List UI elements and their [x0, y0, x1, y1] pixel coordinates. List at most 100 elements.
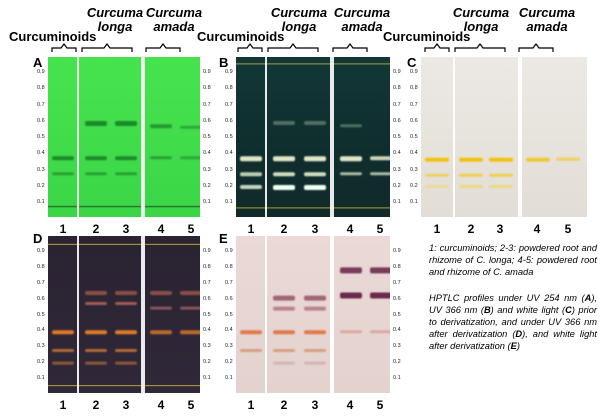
legend-desc-part: ) and white light ( — [490, 305, 566, 315]
rf-tick-label: 0.3 — [203, 166, 211, 173]
lane-divider — [141, 236, 143, 393]
rf-scale-a-right: 0.9 0.8 0.7 0.6 0.5 0.4 0.3 0.2 0.1 — [203, 57, 213, 217]
rf-tick-label: 0.2 — [203, 359, 211, 366]
band — [52, 172, 74, 176]
lane-divider — [453, 57, 455, 217]
band — [340, 156, 362, 162]
group-label-curcuminoids-2: Curcuminoids — [197, 29, 285, 44]
band — [425, 157, 449, 162]
band — [180, 125, 200, 129]
band — [52, 156, 74, 161]
rf-tick-label: 0.3 — [37, 343, 45, 350]
group-label-longa-3: Curcuma longa — [452, 6, 510, 34]
rf-tick-label: 0.1 — [393, 375, 401, 381]
band — [180, 330, 200, 335]
plate-e-white-light-derivatized — [236, 236, 390, 393]
band — [340, 292, 362, 299]
lane-number: 5 — [376, 398, 384, 412]
lane-number: 5 — [564, 222, 572, 236]
panel-letter-e: E — [219, 231, 228, 246]
lane-number: 2 — [467, 222, 475, 236]
rf-tick-label: 0.5 — [225, 311, 233, 318]
band — [340, 330, 362, 334]
group-label-longa-2: Curcuma longa — [270, 6, 328, 34]
group-braces — [51, 43, 554, 52]
origin-line — [48, 205, 200, 208]
lane-divider — [265, 57, 267, 217]
rf-tick-label: 0.5 — [393, 311, 401, 318]
lane-divider — [332, 57, 334, 217]
plate-b-uv366 — [236, 57, 390, 217]
lane-number: 5 — [187, 398, 195, 412]
rf-tick-label: 0.1 — [37, 199, 45, 205]
brace-amada-2 — [332, 43, 368, 52]
rf-tick-label: 0.9 — [410, 69, 418, 75]
rf-tick-label: 0.8 — [203, 85, 211, 92]
rf-tick-label: 0.9 — [393, 69, 401, 75]
lane-number: 3 — [122, 222, 130, 236]
band — [304, 306, 326, 311]
rf-tick-label: 0.6 — [393, 295, 401, 302]
plate-background — [236, 236, 390, 393]
band — [340, 124, 362, 128]
lane-number: 1 — [433, 222, 441, 236]
band — [115, 361, 137, 365]
rf-tick-label: 0.8 — [225, 85, 233, 92]
rf-tick-label: 0.7 — [203, 101, 211, 108]
band — [240, 330, 262, 335]
band — [425, 173, 449, 177]
rf-scale-e-right: 0.9 0.8 0.7 0.6 0.5 0.4 0.3 0.2 0.1 — [393, 236, 403, 393]
origin-line — [48, 385, 200, 387]
rf-tick-label: 0.5 — [37, 311, 45, 318]
plate-c-white-light — [421, 57, 587, 217]
rf-tick-label: 0.5 — [410, 134, 418, 140]
lane-number: 3 — [311, 398, 319, 412]
lane-divider — [330, 236, 332, 393]
band — [459, 185, 483, 188]
band — [304, 172, 326, 177]
band — [273, 156, 295, 162]
brace-longa-1 — [81, 43, 133, 52]
band — [150, 290, 172, 295]
rf-tick-label: 0.5 — [203, 134, 211, 140]
rf-tick-label: 0.7 — [410, 101, 418, 108]
plate-svg — [48, 236, 200, 393]
band — [180, 156, 200, 160]
rf-tick-label: 0.6 — [225, 295, 233, 302]
panel-letter-a: A — [33, 55, 43, 70]
rf-tick-label: 0.5 — [393, 134, 401, 140]
rf-tick-label: 0.4 — [37, 150, 45, 157]
rf-tick-label: 0.8 — [37, 263, 45, 270]
plate-svg — [236, 236, 390, 393]
group-label-longa-2-line1: Curcuma — [270, 5, 328, 20]
lane-number: 4 — [346, 222, 354, 236]
group-label-longa-2-line2: longa — [281, 19, 317, 34]
band — [370, 267, 390, 274]
rf-tick-label: 0.4 — [225, 150, 233, 157]
band — [115, 349, 137, 353]
band — [115, 330, 137, 335]
lane-number: 1 — [247, 222, 255, 236]
rf-tick-label: 0.2 — [410, 182, 418, 189]
band — [556, 157, 580, 161]
rf-tick-label: 0.5 — [225, 134, 233, 140]
rf-tick-label: 0.8 — [393, 85, 401, 92]
band — [370, 156, 390, 161]
rf-tick-label: 0.3 — [225, 166, 233, 173]
rf-tick-label: 0.9 — [225, 69, 233, 75]
plate-background — [48, 236, 200, 393]
rf-tick-label: 0.3 — [203, 343, 211, 350]
legend-ref-e: E — [510, 341, 517, 351]
band — [304, 349, 326, 353]
band — [85, 301, 107, 305]
rf-tick-label: 0.3 — [410, 166, 418, 173]
band — [85, 349, 107, 353]
band — [85, 172, 107, 176]
lane-divider — [332, 236, 334, 393]
band — [489, 173, 513, 177]
rf-tick-label: 0.7 — [225, 279, 233, 286]
legend-description: HPTLC profiles under UV 254 nm (A), UV 3… — [429, 292, 597, 352]
band — [425, 185, 449, 188]
lane-divider — [143, 236, 145, 393]
band — [489, 185, 513, 188]
